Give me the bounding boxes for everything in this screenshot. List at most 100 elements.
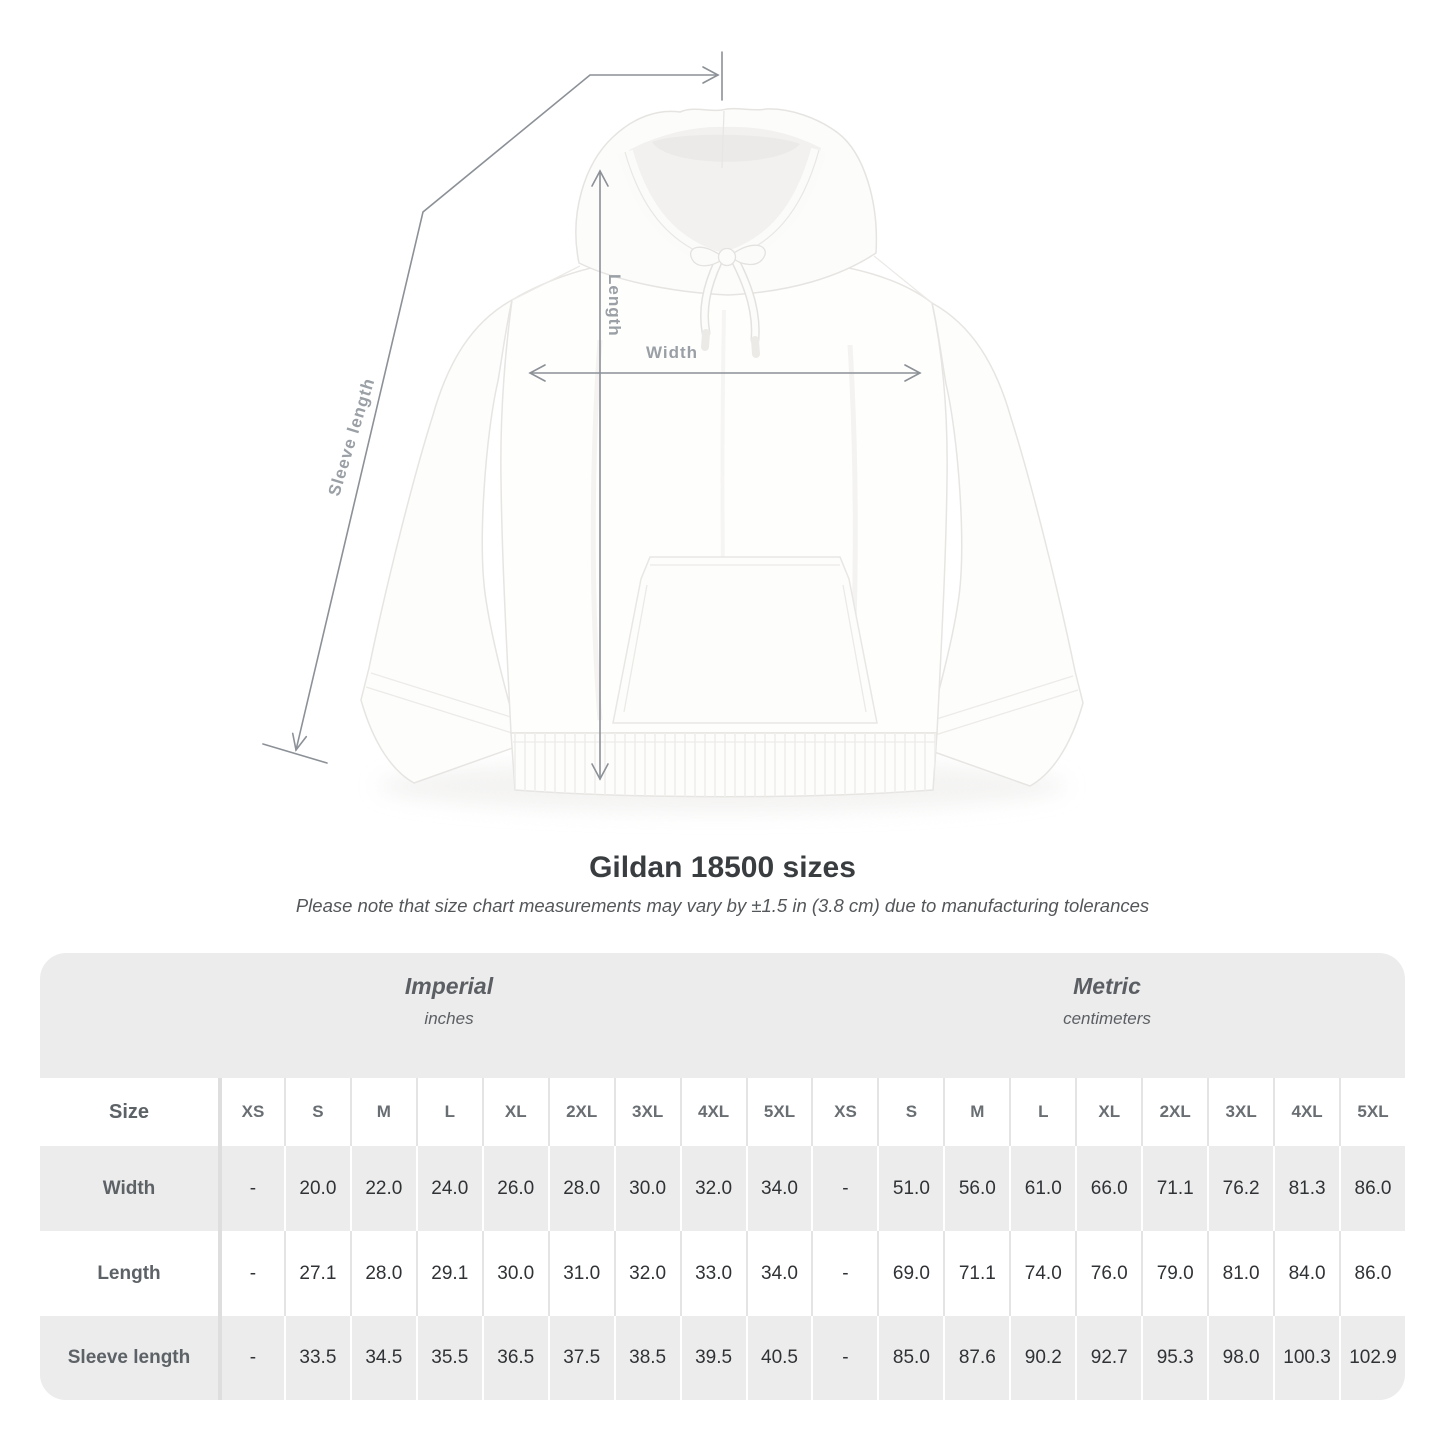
value-cell: 51.0	[877, 1146, 944, 1231]
value-cell: 84.0	[1273, 1231, 1340, 1316]
value-cell: 34.0	[745, 1146, 812, 1231]
value-cell: 35.5	[415, 1316, 482, 1400]
value-cell: 61.0	[1009, 1146, 1076, 1231]
size-col-header: XS	[811, 1078, 878, 1146]
value-cell: 20.0	[283, 1146, 350, 1231]
size-col-header: 2XL	[547, 1078, 614, 1146]
value-cell: 33.0	[679, 1231, 746, 1316]
metric-label: Metric	[1073, 973, 1141, 999]
value-cell: 32.0	[679, 1146, 746, 1231]
metric-group-header: Metric centimeters	[947, 973, 1267, 1029]
value-cell: 26.0	[481, 1146, 548, 1231]
size-grid: Size XS S M L XL 2XL 3XL 4XL 5XL XS S M …	[40, 1078, 1405, 1400]
size-col-header: XL	[1075, 1078, 1142, 1146]
value-cell: 90.2	[1009, 1316, 1076, 1400]
value-cell: 98.0	[1207, 1316, 1274, 1400]
imperial-unit: inches	[424, 1009, 474, 1028]
value-cell: 76.0	[1075, 1231, 1142, 1316]
value-cell: 34.0	[745, 1231, 812, 1316]
value-cell: 79.0	[1141, 1231, 1208, 1316]
left-sleeve	[360, 298, 522, 784]
size-col-header: M	[943, 1078, 1010, 1146]
value-cell: 30.0	[613, 1146, 680, 1231]
row-label-width: Width	[40, 1146, 218, 1231]
value-cell: 31.0	[547, 1231, 614, 1316]
value-cell: 28.0	[547, 1146, 614, 1231]
sleeve-length-arrow	[262, 51, 723, 764]
size-header-cell: Size	[40, 1078, 218, 1146]
value-cell: -	[218, 1231, 284, 1316]
value-cell: 92.7	[1075, 1316, 1142, 1400]
size-col-header: M	[349, 1078, 416, 1146]
value-cell: 36.5	[481, 1316, 548, 1400]
page-title: Gildan 18500 sizes	[589, 851, 856, 884]
value-cell: -	[218, 1146, 284, 1231]
value-cell: 66.0	[1075, 1146, 1142, 1231]
length-label: Length	[605, 274, 624, 337]
value-cell: 81.0	[1207, 1231, 1274, 1316]
value-cell: 71.1	[943, 1231, 1010, 1316]
value-cell: 38.5	[613, 1316, 680, 1400]
value-cell: 34.5	[349, 1316, 416, 1400]
value-cell: -	[811, 1316, 878, 1400]
value-cell: 87.6	[943, 1316, 1010, 1400]
metric-unit: centimeters	[1063, 1009, 1151, 1028]
value-cell: 40.5	[745, 1316, 812, 1400]
value-cell: 30.0	[481, 1231, 548, 1316]
right-sleeve	[922, 301, 1084, 787]
measurement-arrows	[262, 51, 922, 781]
value-cell: 32.0	[613, 1231, 680, 1316]
value-cell: -	[811, 1231, 878, 1316]
size-col-header: 2XL	[1141, 1078, 1208, 1146]
size-col-header: L	[415, 1078, 482, 1146]
value-cell: 22.0	[349, 1146, 416, 1231]
value-cell: 95.3	[1141, 1316, 1208, 1400]
value-cell: 37.5	[547, 1316, 614, 1400]
value-cell: 81.3	[1273, 1146, 1340, 1231]
drawstrings	[690, 244, 766, 358]
kangaroo-pocket	[612, 556, 878, 724]
row-label-length: Length	[40, 1231, 218, 1316]
value-cell: 86.0	[1339, 1146, 1405, 1231]
size-col-header: XS	[218, 1078, 284, 1146]
value-cell: 39.5	[679, 1316, 746, 1400]
size-table: Imperial inches Metric centimeters Size …	[40, 953, 1405, 1400]
value-cell: 100.3	[1273, 1316, 1340, 1400]
size-col-header: 3XL	[613, 1078, 680, 1146]
size-col-header: 5XL	[745, 1078, 812, 1146]
size-col-header: 4XL	[679, 1078, 746, 1146]
hoodie-illustration	[262, 51, 1084, 812]
size-col-header: 3XL	[1207, 1078, 1274, 1146]
hoodie-graphic	[360, 107, 1084, 812]
size-col-header: XL	[481, 1078, 548, 1146]
size-col-header: 4XL	[1273, 1078, 1340, 1146]
size-col-header: L	[1009, 1078, 1076, 1146]
row-label-sleeve-length: Sleeve length	[40, 1316, 218, 1400]
width-arrow	[528, 364, 922, 382]
size-col-header: 5XL	[1339, 1078, 1405, 1146]
size-col-header: S	[877, 1078, 944, 1146]
value-cell: 102.9	[1339, 1316, 1405, 1400]
value-cell: 76.2	[1207, 1146, 1274, 1231]
imperial-label: Imperial	[404, 973, 494, 999]
unit-group-header-band: Imperial inches Metric centimeters	[40, 953, 1405, 1078]
value-cell: 86.0	[1339, 1231, 1405, 1316]
value-cell: 56.0	[943, 1146, 1010, 1231]
value-cell: 29.1	[415, 1231, 482, 1316]
hoodie-measurement-diagram: Width Length Sleeve length	[262, 51, 1084, 812]
value-cell: 24.0	[415, 1146, 482, 1231]
width-label: Width	[645, 343, 699, 362]
size-col-header: S	[283, 1078, 350, 1146]
length-arrow	[591, 169, 609, 781]
value-cell: 28.0	[349, 1231, 416, 1316]
value-cell: 74.0	[1009, 1231, 1076, 1316]
value-cell: 85.0	[877, 1316, 944, 1400]
value-cell: 33.5	[283, 1316, 350, 1400]
value-cell: -	[811, 1146, 878, 1231]
value-cell: -	[218, 1316, 284, 1400]
value-cell: 71.1	[1141, 1146, 1208, 1231]
value-cell: 27.1	[283, 1231, 350, 1316]
tolerance-note: Please note that size chart measurements…	[295, 895, 1150, 916]
value-cell: 69.0	[877, 1231, 944, 1316]
